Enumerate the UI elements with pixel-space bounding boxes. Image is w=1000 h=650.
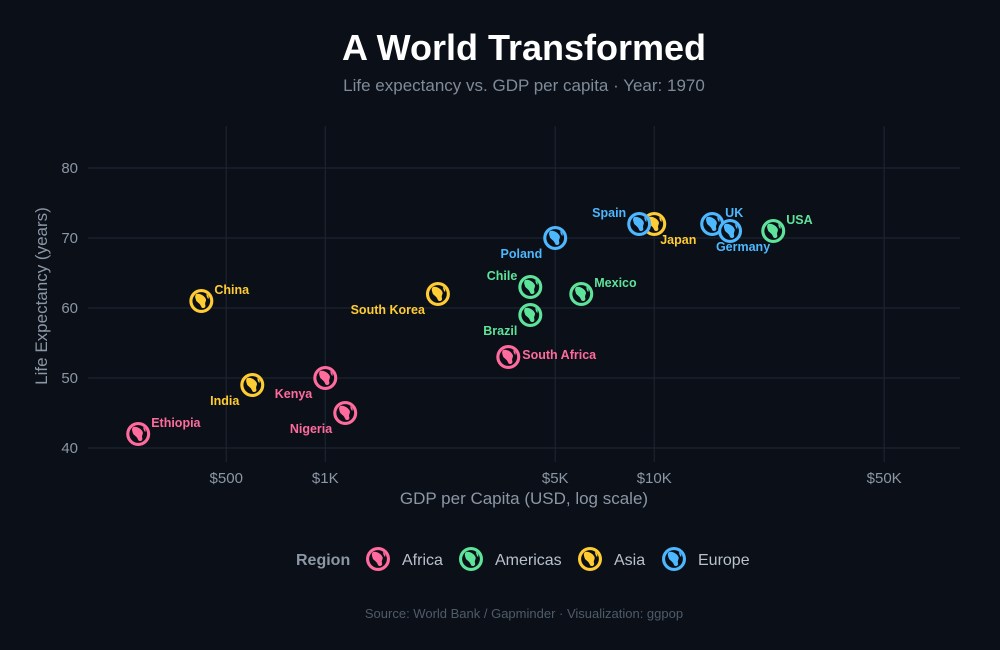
point-south-korea bbox=[425, 282, 450, 306]
point-india bbox=[240, 373, 265, 397]
chart-title: A World Transformed bbox=[342, 27, 706, 68]
year-label: Year: 1970 bbox=[623, 76, 705, 95]
point-labels: Ethiopia Kenya Nigeria South Africa Chile Bra… bbox=[151, 206, 812, 436]
label-south-korea: South Korea bbox=[351, 303, 426, 317]
point-chile bbox=[518, 275, 543, 299]
y-axis-label: Life Expectancy (years) bbox=[32, 207, 51, 385]
subtitle-text: Life expectancy vs. GDP per capita bbox=[343, 76, 609, 95]
legend-key-asia bbox=[578, 547, 602, 571]
label-ethiopia: Ethiopia bbox=[151, 416, 201, 430]
point-usa bbox=[761, 219, 786, 243]
label-kenya: Kenya bbox=[275, 387, 314, 401]
label-uk: UK bbox=[725, 206, 743, 220]
point-ethiopia bbox=[126, 422, 151, 446]
subtitle-separator: · bbox=[608, 76, 623, 95]
x-tick-label: $5K bbox=[542, 470, 569, 487]
y-tick-label: 50 bbox=[61, 370, 78, 387]
label-spain: Spain bbox=[592, 206, 626, 220]
legend-label-americas: Americas bbox=[495, 552, 562, 569]
label-brazil: Brazil bbox=[483, 324, 517, 338]
point-poland bbox=[543, 226, 568, 250]
legend-title: Region bbox=[296, 552, 350, 569]
x-tick-label: $10K bbox=[637, 470, 672, 487]
grid bbox=[88, 126, 960, 462]
legend-key-americas bbox=[459, 547, 483, 571]
legend-key-europe bbox=[662, 547, 686, 571]
legend-label-africa: Africa bbox=[402, 552, 443, 569]
label-nigeria: Nigeria bbox=[290, 422, 333, 436]
point-germany bbox=[718, 219, 743, 243]
label-china: China bbox=[214, 283, 250, 297]
label-mexico: Mexico bbox=[594, 276, 637, 290]
data-points bbox=[126, 212, 786, 446]
point-kenya bbox=[313, 366, 338, 390]
point-spain bbox=[627, 212, 652, 236]
point-mexico bbox=[569, 282, 594, 306]
legend-key-africa bbox=[366, 547, 390, 571]
label-japan: Japan bbox=[660, 233, 696, 247]
x-tick-label: $50K bbox=[867, 470, 902, 487]
x-axis-label: GDP per Capita (USD, log scale) bbox=[400, 489, 648, 508]
y-tick-label: 80 bbox=[61, 160, 78, 177]
label-germany: Germany bbox=[716, 240, 770, 254]
legend: Region Africa Americas Asia Europe bbox=[296, 547, 750, 571]
label-chile: Chile bbox=[487, 269, 518, 283]
x-tick-label: $1K bbox=[312, 470, 339, 487]
point-china bbox=[189, 289, 214, 313]
point-south-africa bbox=[496, 345, 521, 369]
y-tick-label: 60 bbox=[61, 300, 78, 317]
x-tick-label: $500 bbox=[210, 470, 243, 487]
label-south-africa: South Africa bbox=[522, 348, 597, 362]
chart-subtitle: Life expectancy vs. GDP per capita · Yea… bbox=[343, 76, 705, 95]
y-axis-ticks: 40 50 60 70 80 bbox=[61, 160, 78, 457]
point-brazil bbox=[518, 303, 543, 327]
label-india: India bbox=[210, 394, 240, 408]
point-nigeria bbox=[333, 401, 358, 425]
y-tick-label: 40 bbox=[61, 440, 78, 457]
legend-label-europe: Europe bbox=[698, 552, 750, 569]
label-usa: USA bbox=[786, 213, 812, 227]
label-poland: Poland bbox=[501, 247, 543, 261]
y-tick-label: 70 bbox=[61, 230, 78, 247]
legend-label-asia: Asia bbox=[614, 552, 645, 569]
x-axis-ticks: $500 $1K $5K $10K $50K bbox=[210, 470, 902, 487]
caption: Source: World Bank / Gapminder · Visuali… bbox=[365, 606, 683, 621]
